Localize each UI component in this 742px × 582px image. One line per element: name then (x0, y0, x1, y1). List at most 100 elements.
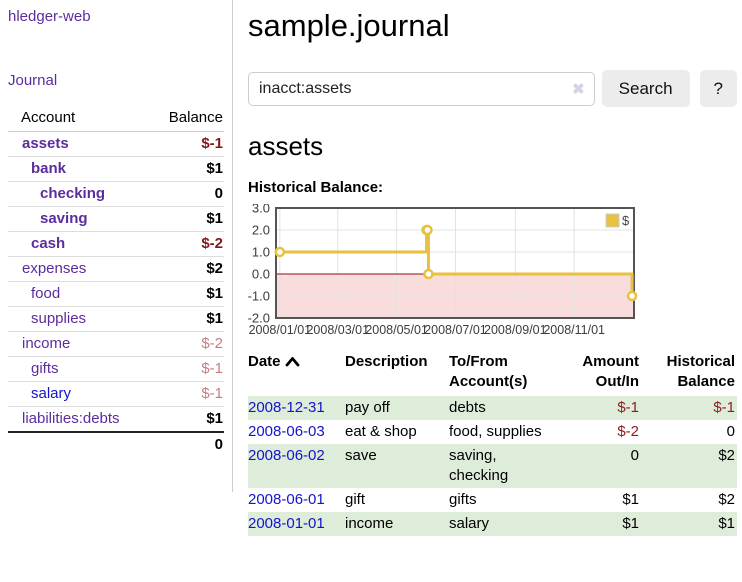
transaction-balance: $-1 (713, 399, 735, 416)
svg-text:2008/09/01: 2008/09/01 (484, 323, 547, 337)
transaction-accounts: saving, checking (449, 447, 509, 484)
search-form: ✖ Search ? (248, 70, 737, 107)
account-row: liabilities:debts $1 (8, 406, 224, 432)
account-row: checking 0 (8, 181, 224, 207)
account-row: income $-2 (8, 331, 224, 357)
account-link-salary[interactable]: salary (31, 385, 72, 402)
account-row: saving $1 (8, 206, 224, 232)
transaction-amount: 0 (630, 447, 639, 464)
svg-text:$: $ (622, 213, 630, 228)
sort-ascending-icon (285, 357, 299, 367)
account-link-income[interactable]: income (22, 335, 71, 352)
svg-text:3.0: 3.0 (252, 204, 270, 216)
accounts-table: Account Balance assets $-1 bank $1 checkin… (8, 105, 224, 457)
svg-text:2.0: 2.0 (252, 223, 270, 238)
account-link-cash[interactable]: cash (31, 235, 66, 252)
main-content: sample.journal ✖ Search ? assets Histori… (233, 0, 742, 536)
sidebar: hledger-web Journal Account Balance asse… (0, 0, 233, 492)
brand-link[interactable]: hledger-web (8, 8, 91, 25)
account-link-saving[interactable]: saving (40, 210, 88, 227)
transaction-balance: $1 (718, 515, 735, 532)
account-row: supplies $1 (8, 306, 224, 332)
transaction-date-link[interactable]: 2008-06-03 (248, 423, 325, 440)
accounts-header-account: Account (8, 105, 153, 132)
transaction-description: save (345, 447, 377, 464)
account-link-food[interactable]: food (31, 285, 61, 302)
account-link-gifts[interactable]: gifts (31, 360, 59, 377)
search-button[interactable]: Search (601, 70, 690, 107)
account-balance: $1 (152, 156, 224, 182)
account-balance: $1 (152, 281, 224, 307)
clear-search-icon[interactable]: ✖ (572, 80, 585, 98)
transaction-balance: $2 (718, 491, 735, 508)
account-row: food $1 (8, 281, 224, 307)
account-row: cash $-2 (8, 231, 224, 257)
transaction-balance: $2 (718, 447, 735, 464)
account-balance: $1 (152, 406, 224, 432)
search-box: ✖ (248, 71, 595, 106)
register-table: Date Description To/From Account(s) Amou… (248, 350, 737, 536)
transaction-accounts: gifts (449, 491, 477, 508)
svg-text:2008/11/01: 2008/11/01 (543, 323, 605, 337)
transaction-accounts: debts (449, 399, 486, 416)
transaction-amount: $-2 (617, 423, 639, 440)
svg-text:2008/07/01: 2008/07/01 (424, 323, 487, 337)
account-row: bank $1 (8, 156, 224, 182)
transaction-row: 2008-06-03 eat & shop food, supplies $-2… (248, 420, 737, 444)
accounts-header-balance: Balance (152, 105, 224, 132)
accounts-total-row: 0 (8, 431, 224, 457)
account-balance: $1 (152, 206, 224, 232)
column-header-account: To/From Account(s) (449, 353, 528, 390)
account-row: expenses $2 (8, 256, 224, 282)
account-balance: $1 (152, 306, 224, 332)
account-heading: assets (248, 131, 324, 161)
transaction-description: income (345, 515, 394, 532)
search-input[interactable] (248, 71, 595, 106)
transaction-accounts: food, supplies (449, 423, 542, 440)
accounts-total-balance: 0 (152, 431, 224, 457)
account-row: assets $-1 (8, 132, 224, 157)
account-link-expenses[interactable]: expenses (22, 260, 87, 277)
balance-chart[interactable]: 3.0 2.0 1.0 0.0 -1.0 -2.0 2008/01/01 2008/03/01… (238, 201, 737, 342)
sidebar-nav: Journal (8, 72, 224, 89)
account-balance: $2 (152, 256, 224, 282)
transaction-date-link[interactable]: 2008-06-01 (248, 491, 325, 508)
account-row: salary $-1 (8, 381, 224, 407)
transaction-row: 2008-01-01 income salary $1 $1 (248, 512, 737, 536)
svg-text:-2.0: -2.0 (248, 311, 270, 326)
page-title: sample.journal (248, 8, 450, 43)
account-link-assets[interactable]: assets (22, 135, 69, 152)
svg-text:2008/05/01: 2008/05/01 (365, 323, 428, 337)
sidebar-item-journal[interactable]: Journal (8, 72, 58, 89)
transaction-amount: $1 (622, 491, 639, 508)
transaction-row: 2008-06-01 gift gifts $1 $2 (248, 488, 737, 512)
help-button[interactable]: ? (699, 70, 737, 107)
transaction-date-link[interactable]: 2008-12-31 (248, 399, 325, 416)
account-balance: $-2 (152, 231, 224, 257)
svg-text:1.0: 1.0 (252, 245, 270, 260)
transaction-accounts: salary (449, 515, 490, 532)
transaction-amount: $1 (622, 515, 639, 532)
account-link-supplies[interactable]: supplies (31, 310, 87, 327)
transaction-balance: 0 (726, 423, 735, 440)
account-balance: $-1 (201, 135, 223, 152)
account-link-liabilities-debts[interactable]: liabilities:debts (22, 410, 120, 427)
transaction-description: pay off (345, 399, 390, 416)
account-link-checking[interactable]: checking (40, 185, 106, 202)
chart-title: Historical Balance: (248, 179, 384, 196)
account-balance: $-2 (152, 331, 224, 357)
account-link-bank[interactable]: bank (31, 160, 67, 177)
svg-text:2008/01/01: 2008/01/01 (249, 323, 312, 337)
account-row: gifts $-1 (8, 356, 224, 382)
column-header-balance: Historical Balance (666, 353, 735, 390)
transaction-date-link[interactable]: 2008-01-01 (248, 515, 325, 532)
svg-text:2008/03/01: 2008/03/01 (306, 323, 369, 337)
transaction-row: 2008-06-02 save saving, checking 0 $2 (248, 444, 737, 488)
transaction-description: gift (345, 491, 366, 508)
svg-text:-1.0: -1.0 (248, 289, 270, 304)
column-header-date[interactable]: Date (248, 350, 345, 396)
account-balance: $-1 (152, 356, 224, 382)
transaction-date-link[interactable]: 2008-06-02 (248, 447, 325, 464)
svg-text:0.0: 0.0 (252, 267, 270, 282)
account-balance: $-1 (152, 381, 224, 407)
